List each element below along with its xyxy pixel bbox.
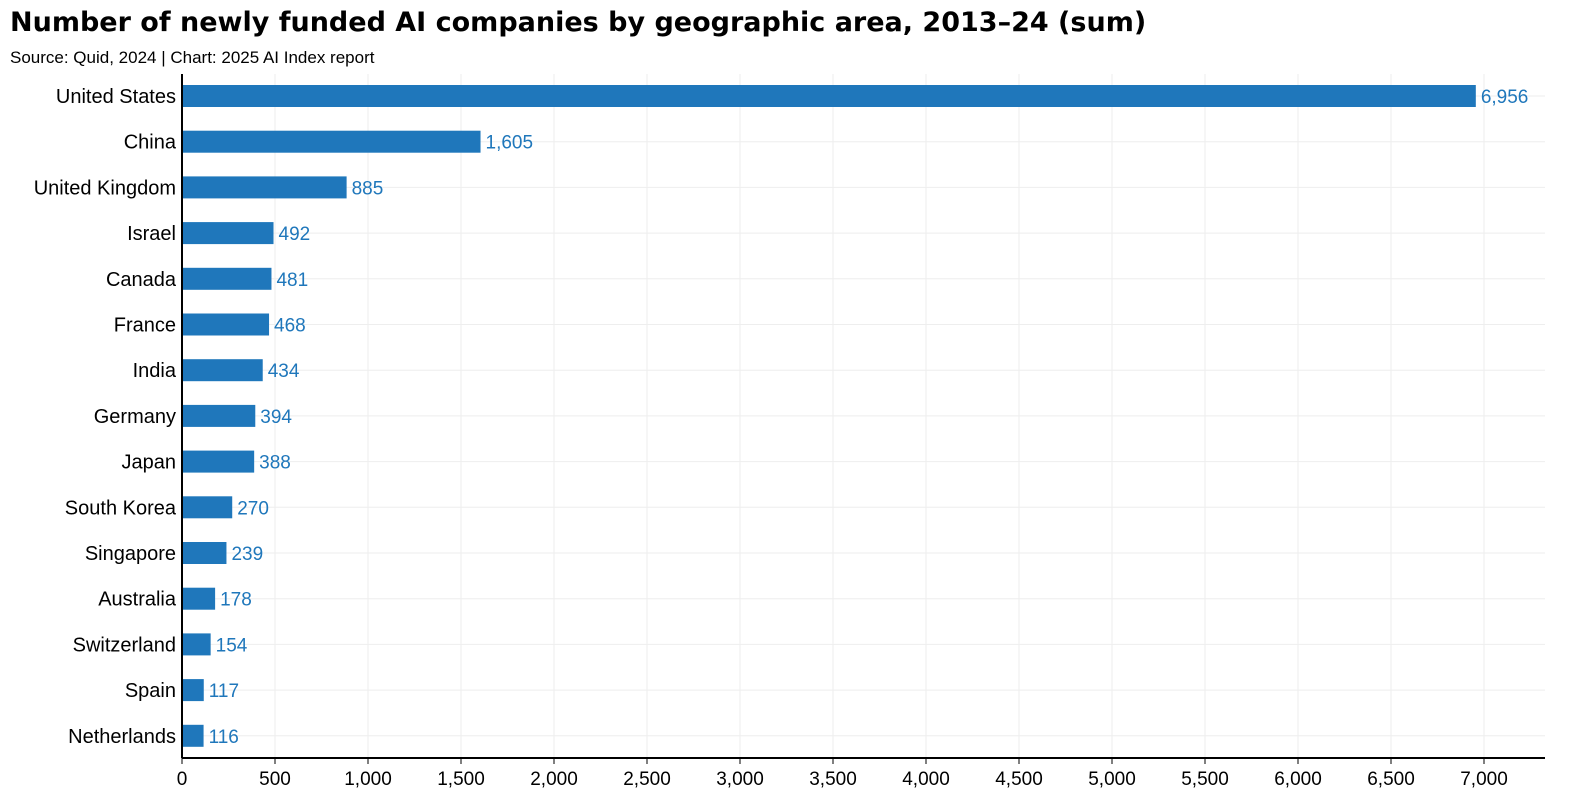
category-label: India (133, 360, 177, 382)
bars (182, 85, 1476, 747)
bar (182, 130, 481, 153)
value-label: 6,956 (1481, 87, 1529, 108)
x-tick-label: 6,000 (1274, 769, 1322, 790)
value-label: 154 (216, 635, 248, 656)
bar (182, 724, 204, 747)
category-label: United Kingdom (34, 177, 176, 199)
bar (182, 404, 256, 427)
x-tick-label: 3,500 (809, 769, 857, 790)
bar (182, 679, 204, 702)
category-label: Netherlands (68, 726, 176, 748)
x-tick-label: 1,500 (437, 769, 485, 790)
value-label: 178 (220, 590, 252, 611)
category-label: South Korea (65, 497, 177, 519)
category-label: Switzerland (73, 634, 176, 656)
bar (182, 496, 233, 519)
value-labels: 6,956 1,605 885 492 481 468 434 394 388 270 239 178… (209, 87, 1529, 748)
category-label: China (124, 132, 177, 154)
bar (182, 633, 211, 656)
value-label: 270 (237, 498, 269, 519)
value-label: 117 (209, 681, 239, 702)
category-label: Australia (98, 589, 177, 611)
category-label: Canada (106, 269, 177, 291)
category-label: France (114, 315, 176, 337)
x-tick-label: 4,500 (995, 769, 1043, 790)
value-label: 116 (209, 727, 239, 748)
bar (182, 222, 274, 245)
bar (182, 85, 1476, 107)
x-tick-label: 2,000 (530, 769, 578, 790)
value-label: 388 (259, 453, 291, 474)
bar (182, 313, 270, 336)
category-label: Singapore (85, 543, 176, 565)
value-label: 394 (260, 407, 292, 428)
x-tick-label: 5,000 (1088, 769, 1136, 790)
category-label: Germany (94, 406, 176, 428)
chart-title: Number of newly funded AI companies by g… (10, 7, 1147, 38)
x-tick-label: 6,500 (1367, 769, 1415, 790)
grid-lines (182, 74, 1545, 758)
value-label: 885 (352, 178, 384, 199)
value-label: 1,605 (486, 133, 534, 154)
value-label: 481 (276, 270, 308, 291)
x-tick-label: 7,000 (1460, 769, 1508, 790)
x-tick-label: 4,000 (902, 769, 950, 790)
category-label: Spain (125, 680, 176, 702)
value-label: 468 (274, 316, 306, 337)
value-label: 239 (231, 544, 263, 565)
value-label: 492 (279, 224, 311, 245)
x-tick-label: 0 (177, 769, 188, 790)
category-label: Japan (122, 452, 177, 474)
x-tick-label: 1,000 (344, 769, 392, 790)
chart-source: Source: Quid, 2024 | Chart: 2025 AI Inde… (10, 48, 375, 67)
x-axis: 0 500 1,000 1,500 2,000 2,500 3,000 3,500 4,000 4… (177, 74, 1545, 790)
category-labels: United States China United Kingdom Israel Ca… (34, 86, 177, 748)
value-label: 434 (268, 361, 300, 382)
bar (182, 359, 263, 382)
category-label: Israel (127, 223, 176, 245)
bar (182, 267, 272, 290)
x-tick-label: 500 (259, 769, 291, 790)
x-tick-label: 5,500 (1181, 769, 1229, 790)
bar (182, 542, 227, 564)
bar (182, 176, 347, 199)
bar (182, 450, 255, 473)
x-tick-label: 2,500 (623, 769, 671, 790)
x-tick-label: 3,000 (716, 769, 764, 790)
category-label: United States (56, 86, 176, 108)
bar (182, 587, 216, 610)
